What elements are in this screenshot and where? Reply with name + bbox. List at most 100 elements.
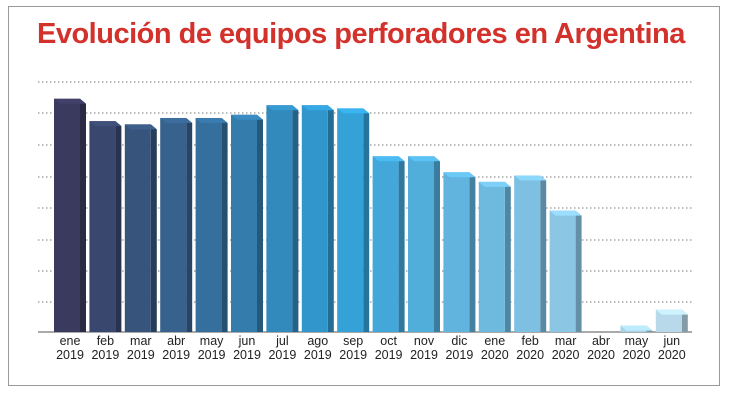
bar-front <box>514 175 541 332</box>
bar-front <box>160 117 187 332</box>
tick-label-month: ene <box>484 334 505 348</box>
tick-label-month: mar <box>130 334 152 348</box>
tick-label-year: 2019 <box>304 348 332 362</box>
bar-jun-2020 <box>655 309 688 332</box>
tick-label-year: 2019 <box>445 348 473 362</box>
bar-front <box>478 181 505 332</box>
tick-label: ene 2019 <box>56 334 84 362</box>
bar-feb-2020 <box>514 175 547 332</box>
tick-label-year: 2019 <box>233 348 261 362</box>
bar-dic-2019 <box>443 172 476 332</box>
tick-label-year: 2020 <box>481 348 509 362</box>
tick-label-month: abr <box>592 334 610 348</box>
tick-label-year: 2019 <box>339 348 367 362</box>
tick-label-month: jun <box>238 334 256 348</box>
tick-label: jun 2019 <box>233 334 261 362</box>
bar-may-2019 <box>195 117 228 332</box>
bar-side <box>80 98 86 332</box>
tick-label-year: 2020 <box>516 348 544 362</box>
bar-front <box>266 105 293 332</box>
tick-label: jul 2019 <box>268 334 296 362</box>
bar-front <box>301 105 328 332</box>
bar-top <box>549 210 582 216</box>
bar-side <box>540 175 547 332</box>
tick-label-year: 2019 <box>91 348 119 362</box>
bar-mar-2020 <box>549 210 582 332</box>
tick-label-year: 2019 <box>162 348 190 362</box>
bar-front <box>337 108 364 332</box>
tick-label-month: sep <box>343 334 363 348</box>
bar-ene-2019 <box>54 98 86 332</box>
bar-top <box>54 98 86 104</box>
bar-front <box>124 124 151 332</box>
tick-label-month: nov <box>414 334 435 348</box>
tick-label: jun 2020 <box>658 334 686 362</box>
bars <box>54 98 688 333</box>
bar-front <box>89 121 116 333</box>
bar-top <box>372 156 405 162</box>
tick-label-month: dic <box>451 334 467 348</box>
tick-label-month: jun <box>662 334 680 348</box>
bar-sep-2019 <box>337 108 370 332</box>
bar-top <box>160 117 193 123</box>
bar-side <box>257 114 263 333</box>
tick-label-year: 2019 <box>127 348 155 362</box>
tick-label: feb 2020 <box>516 334 544 362</box>
bar-abr-2019 <box>160 117 193 332</box>
bar-oct-2019 <box>372 156 405 332</box>
bar-front <box>372 156 399 332</box>
bar-side <box>327 105 334 332</box>
tick-label-month: may <box>625 334 649 348</box>
tick-label-year: 2020 <box>587 348 615 362</box>
bar-top <box>301 105 334 111</box>
bar-front <box>195 117 222 332</box>
tick-label-month: jul <box>275 334 289 348</box>
bar-front <box>655 309 682 332</box>
bar-top <box>89 121 122 127</box>
bar-nov-2019 <box>408 156 440 332</box>
tick-label: mar 2020 <box>552 334 580 362</box>
bar-feb-2019 <box>89 121 122 333</box>
bar-ago-2019 <box>301 105 334 332</box>
bar-top <box>655 309 688 315</box>
bar-top <box>231 114 263 120</box>
bar-top <box>443 172 476 178</box>
bar-side <box>221 117 228 332</box>
tick-label: mar 2019 <box>127 334 155 362</box>
tick-label: abr 2019 <box>162 334 190 362</box>
bar-front <box>549 210 576 332</box>
bar-top <box>478 181 511 187</box>
bar-may-2020 <box>620 325 653 332</box>
tick-label-month: may <box>200 334 224 348</box>
bar-top <box>124 124 157 130</box>
tick-label: oct 2019 <box>375 334 403 362</box>
tick-label-year: 2020 <box>622 348 650 362</box>
tick-label-month: feb <box>522 334 539 348</box>
tick-label-month: oct <box>380 334 397 348</box>
tick-label: may 2019 <box>198 334 226 362</box>
bar-top <box>337 108 370 114</box>
bar-jun-2019 <box>231 114 263 333</box>
bar-side <box>434 156 440 332</box>
tick-label-year: 2019 <box>410 348 438 362</box>
bar-top <box>514 175 547 181</box>
tick-label-year: 2020 <box>552 348 580 362</box>
tick-label-year: 2019 <box>198 348 226 362</box>
tick-label-month: ene <box>60 334 81 348</box>
tick-label: ago 2019 <box>304 334 332 362</box>
chart-title: Evolución de equipos perforadores en Arg… <box>37 18 685 50</box>
tick-label: nov 2019 <box>410 334 438 362</box>
bar-side <box>398 156 405 332</box>
bar-side <box>150 124 157 332</box>
bar-front <box>443 172 470 332</box>
tick-label: abr 2020 <box>587 334 615 362</box>
bar-ene-2020 <box>478 181 511 332</box>
tick-label: may 2020 <box>622 334 650 362</box>
tick-label-year: 2019 <box>375 348 403 362</box>
bar-top <box>266 105 299 111</box>
bar-side <box>469 172 476 332</box>
tick-label: sep 2019 <box>339 334 367 362</box>
bar-front <box>231 114 257 333</box>
tick-label-month: mar <box>555 334 577 348</box>
bar-top <box>620 325 653 331</box>
